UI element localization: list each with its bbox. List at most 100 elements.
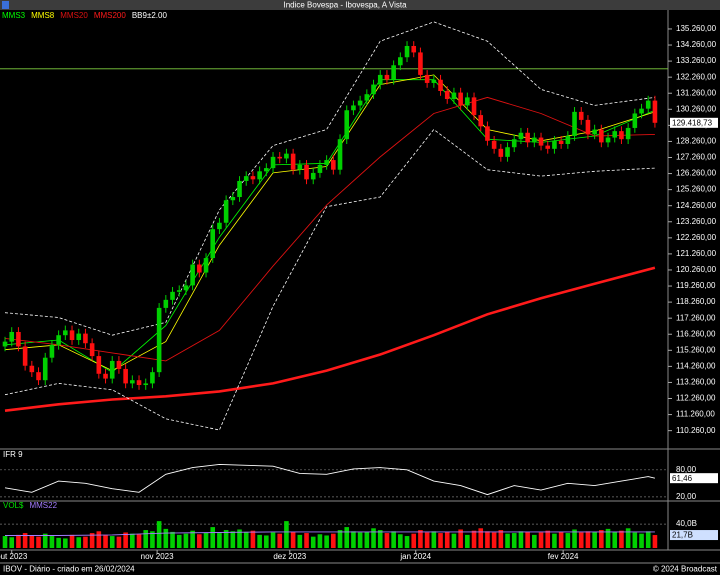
candle-body: [2, 341, 8, 347]
candle-body: [56, 335, 61, 345]
volume-bar: [418, 530, 423, 548]
candle-body: [525, 132, 530, 143]
candle-body: [471, 97, 477, 116]
volume-bar: [183, 533, 189, 548]
y-tick-label: 113.260,00: [676, 378, 716, 387]
x-tick-label: fev 2024: [548, 552, 579, 561]
volume-bar: [203, 532, 209, 548]
candle-body: [431, 79, 437, 83]
y-tick-label: 124.260,00: [676, 201, 717, 210]
volume-bar: [424, 532, 430, 548]
y-tick-label: 127.260,00: [676, 153, 717, 162]
app-icon[interactable]: [2, 1, 9, 9]
candle-body: [176, 290, 182, 292]
value-box: [670, 117, 718, 128]
volume-bar: [197, 534, 202, 548]
y-tick-label: 80,00: [676, 465, 697, 474]
volume-bar: [130, 533, 135, 548]
indicator-line: [4, 96, 655, 362]
y-tick-label: 122.260,00: [676, 233, 717, 242]
candle-body: [324, 160, 329, 165]
candle-body: [565, 135, 571, 145]
y-tick-label: 115.260,00: [676, 345, 716, 354]
y-tick-label: 126.260,00: [676, 169, 717, 178]
y-tick-label: 132.260,00: [676, 72, 717, 81]
candle-body: [337, 139, 343, 170]
y-tick-label: 133.260,00: [676, 56, 717, 65]
volume-bar: [619, 530, 624, 548]
volume-bar: [2, 536, 8, 548]
volume-bar: [250, 530, 256, 548]
value-box: [670, 473, 718, 484]
volume-bar: [384, 533, 390, 548]
y-tick-label: 128.260,00: [676, 137, 717, 146]
candle-body: [451, 92, 457, 100]
volume-bar: [63, 538, 68, 548]
candle-body: [190, 264, 195, 286]
footer-right: © 2024 Broadcast: [653, 565, 718, 574]
candle-body: [371, 84, 376, 95]
y-tick-label: 134.260,00: [676, 40, 717, 49]
volume-bar: [391, 531, 396, 548]
candle-body: [297, 164, 303, 170]
candle-body: [116, 360, 122, 369]
legend-entry: MMS3: [2, 11, 26, 20]
volume-bar: [163, 528, 169, 548]
volume-bar: [411, 533, 417, 548]
volume-bar: [136, 534, 142, 548]
band-lower: [4, 128, 655, 431]
volume-bar: [552, 533, 557, 548]
indicator-line: [4, 266, 656, 412]
candle-body: [223, 200, 229, 223]
volume-bar: [458, 529, 463, 548]
candle-body: [498, 148, 504, 157]
volume-bar: [237, 529, 242, 548]
candle-body: [485, 126, 490, 141]
volume-bar: [538, 532, 544, 548]
value-label: 21,7B: [672, 531, 693, 540]
candle-body: [63, 330, 68, 336]
volume-bar: [297, 534, 303, 548]
volume-bar: [190, 530, 195, 548]
candle-body: [377, 74, 383, 85]
volume-bar: [565, 533, 571, 548]
candle-body: [505, 147, 510, 157]
volume-bar: [344, 527, 350, 548]
candle-body: [210, 229, 216, 259]
candle-body: [123, 368, 128, 384]
volume-bar: [625, 528, 631, 548]
volume-bar: [585, 531, 591, 548]
candle-body: [619, 131, 624, 140]
volume-bar: [103, 534, 108, 548]
candle-body: [592, 129, 597, 135]
volume-bar: [217, 533, 222, 548]
y-tick-label: 112.260,00: [676, 394, 716, 403]
candle-body: [49, 344, 55, 358]
volume-bar: [645, 531, 651, 548]
candle-body: [264, 168, 269, 172]
volume-bar: [9, 537, 15, 548]
legend-entry: MMS20: [60, 11, 88, 20]
volume-bar: [16, 534, 21, 548]
volume-bar: [357, 532, 363, 548]
candle-body: [150, 372, 155, 384]
candle-body: [384, 74, 390, 80]
x-tick-label: out 2023: [0, 552, 28, 561]
candle-body: [398, 57, 403, 66]
candle-body: [444, 90, 450, 100]
candle-body: [639, 108, 644, 114]
chart-title: Indice Bovespa - Ibovespa, A Vista: [283, 1, 407, 10]
candle-body: [404, 45, 410, 58]
candle-body: [250, 176, 256, 180]
title-bar: [0, 0, 720, 10]
y-tick-label: 40,0B: [676, 519, 697, 528]
volume-bar: [331, 533, 336, 548]
legend-entry: MMS200: [94, 11, 127, 20]
value-label: 129.418,73: [672, 118, 713, 127]
candle-body: [331, 160, 336, 170]
volume-bar: [257, 534, 262, 548]
volume-bar: [505, 533, 510, 548]
candle-body: [458, 92, 463, 106]
volume-bar: [491, 532, 497, 548]
